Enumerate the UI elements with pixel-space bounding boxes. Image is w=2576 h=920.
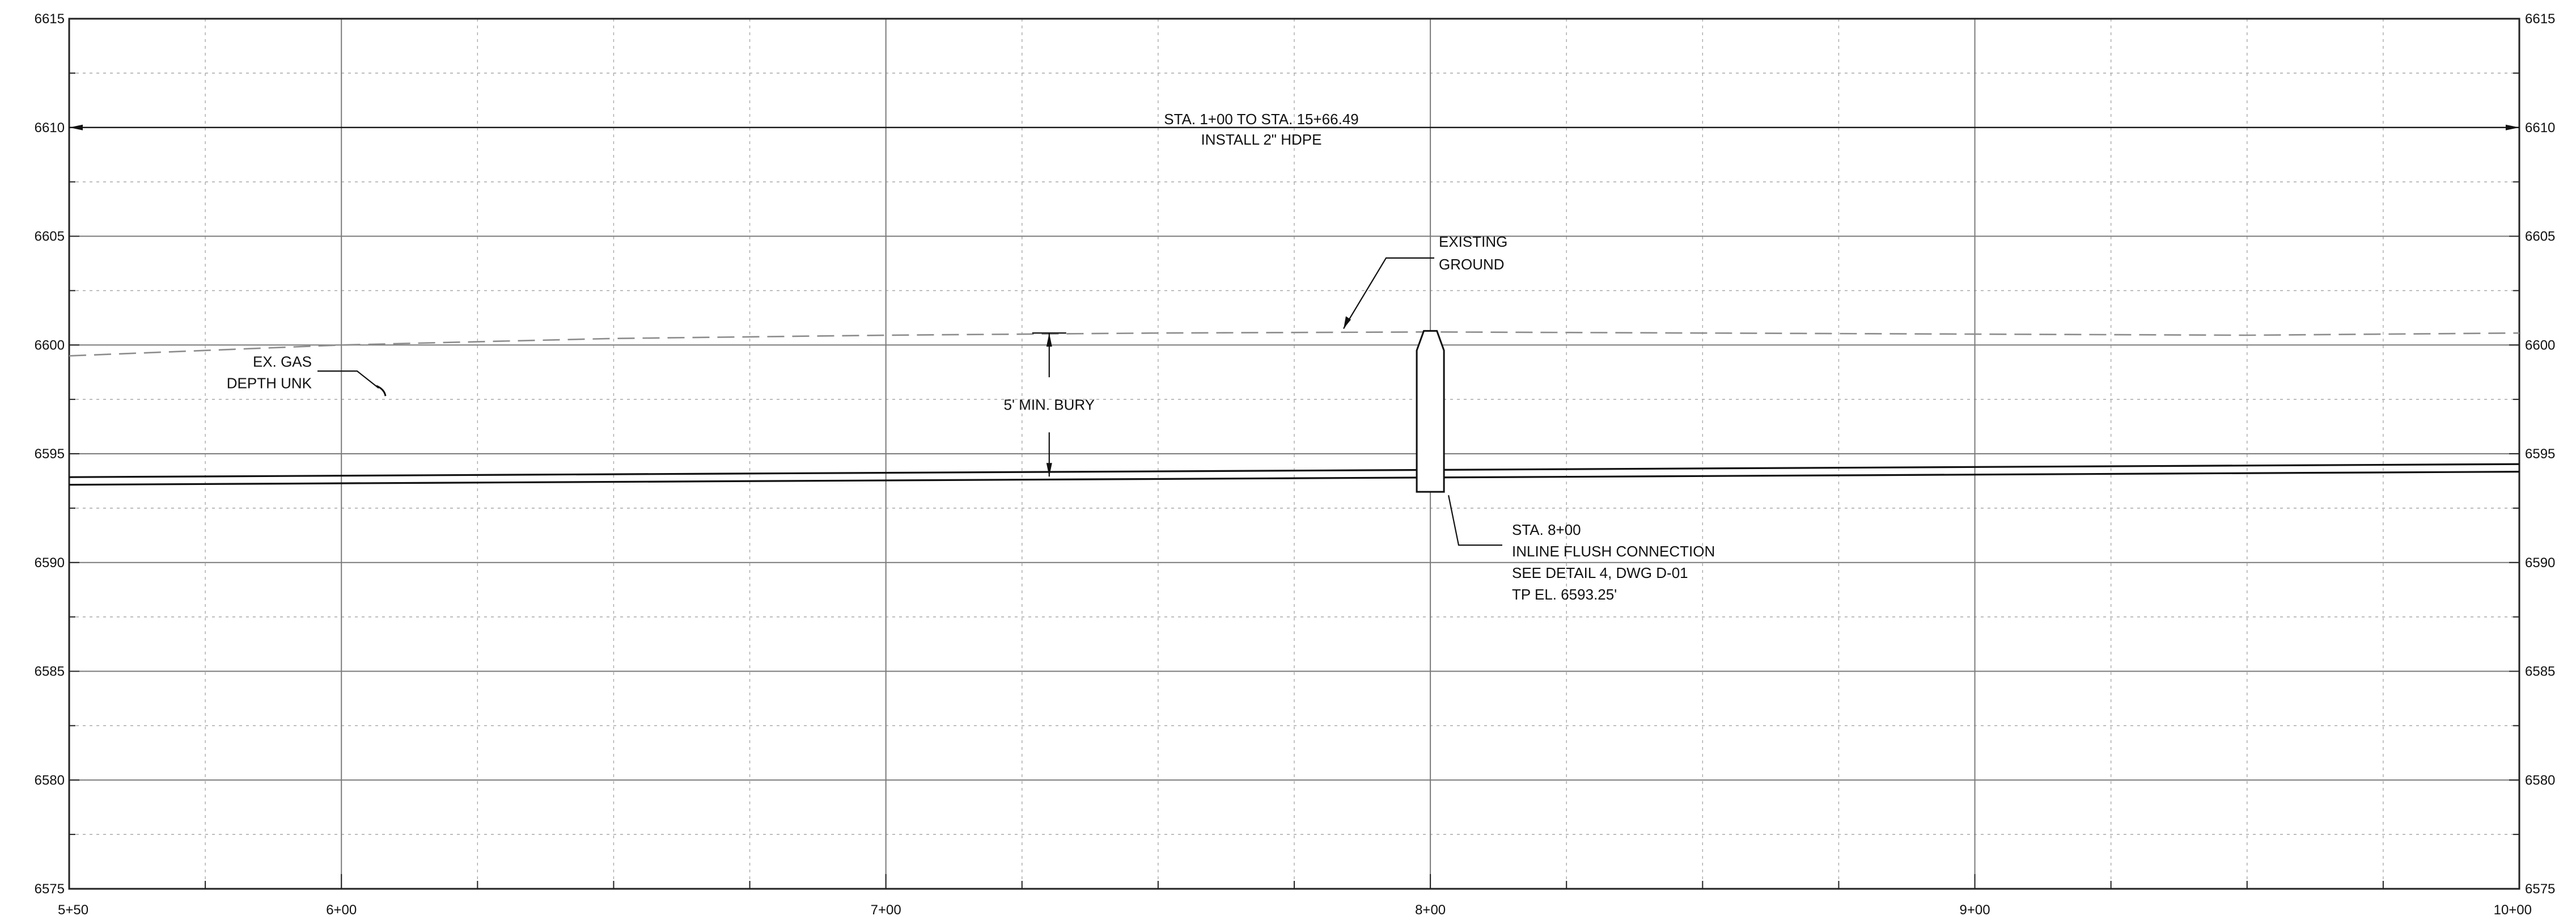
elevation-label-left: 6590: [35, 555, 65, 571]
pipe-top-wall: [69, 463, 2520, 478]
elevation-labels-right: 6575 6580 6585 6590 6595 6600 6605 6610 6615: [2525, 11, 2555, 897]
elevation-label-left: 6595: [35, 446, 65, 462]
gas-crossing-symbol: [376, 385, 387, 396]
pipe-bottom-wall: [69, 471, 2520, 486]
station-label: 9+00: [1960, 902, 1990, 918]
elevation-label-left: 6585: [35, 664, 65, 680]
station-label: 8+00: [1415, 902, 1446, 918]
connection-label-line4: TP EL. 6593.25': [1512, 586, 1617, 603]
elevation-label-right: 6615: [2525, 11, 2555, 27]
range-arrow-left: [69, 124, 83, 130]
gas-callout: EX. GAS DEPTH UNK: [227, 353, 387, 396]
elevation-labels-left: 6575 6580 6585 6590 6595 6600 6605 6610 6615: [35, 11, 65, 897]
hdpe-pipe: [69, 463, 2520, 486]
station-label: 6+00: [326, 902, 357, 918]
elevation-label-left: 6610: [35, 120, 65, 136]
elevation-label-right: 6595: [2525, 446, 2555, 462]
bury-arrow-up: [1046, 333, 1052, 347]
elevation-label-right: 6585: [2525, 664, 2555, 680]
inline-flush-connection-riser: [1416, 330, 1445, 493]
minor-grid: [69, 19, 2519, 889]
elevation-label-right: 6605: [2525, 229, 2555, 244]
axis-ticks: [69, 18, 2520, 889]
elevation-label-left: 6600: [35, 337, 65, 353]
elevation-label-right: 6610: [2525, 120, 2555, 136]
range-label-line1: STA. 1+00 TO STA. 15+66.49: [1164, 111, 1359, 128]
existing-ground-arrow: [1344, 316, 1351, 329]
elevation-label-left: 6615: [35, 11, 65, 27]
range-arrow-right: [2506, 124, 2519, 130]
gas-label-line2: DEPTH UNK: [227, 374, 312, 391]
bury-label: 5' MIN. BURY: [1004, 396, 1095, 413]
elevation-label-right: 6600: [2525, 337, 2555, 353]
existing-ground-line: [69, 331, 2520, 357]
bury-dimension: 5' MIN. BURY: [1004, 332, 1095, 477]
range-label-line2: INSTALL 2" HDPE: [1201, 131, 1322, 148]
station-label: 5+50: [58, 902, 88, 918]
bury-arrow-down: [1046, 463, 1052, 477]
elevation-label-right: 6575: [2525, 881, 2555, 897]
station-labels: 5+50 6+00 7+00 8+00 9+00 10+00: [58, 902, 2532, 918]
elevation-label-left: 6575: [35, 881, 65, 897]
elevation-label-right: 6580: [2525, 773, 2555, 788]
station-label: 7+00: [871, 902, 901, 918]
connection-label-line3: SEE DETAIL 4, DWG D-01: [1512, 564, 1688, 581]
connection-callout: STA. 8+00 INLINE FLUSH CONNECTION SEE DE…: [1448, 495, 1715, 603]
elevation-label-right: 6590: [2525, 555, 2555, 571]
install-range-line: STA. 1+00 TO STA. 15+66.49 INSTALL 2" HD…: [69, 111, 2519, 148]
existing-ground-label-line1: EXISTING: [1439, 233, 1507, 250]
gas-label-line1: EX. GAS: [253, 353, 312, 370]
station-label: 10+00: [2494, 902, 2532, 918]
existing-ground-callout: EXISTING GROUND: [1343, 233, 1507, 330]
elevation-label-left: 6605: [35, 229, 65, 244]
existing-ground-label-line2: GROUND: [1439, 256, 1505, 273]
connection-label-line1: STA. 8+00: [1512, 521, 1581, 538]
connection-label-line2: INLINE FLUSH CONNECTION: [1512, 543, 1715, 560]
elevation-label-left: 6580: [35, 773, 65, 788]
